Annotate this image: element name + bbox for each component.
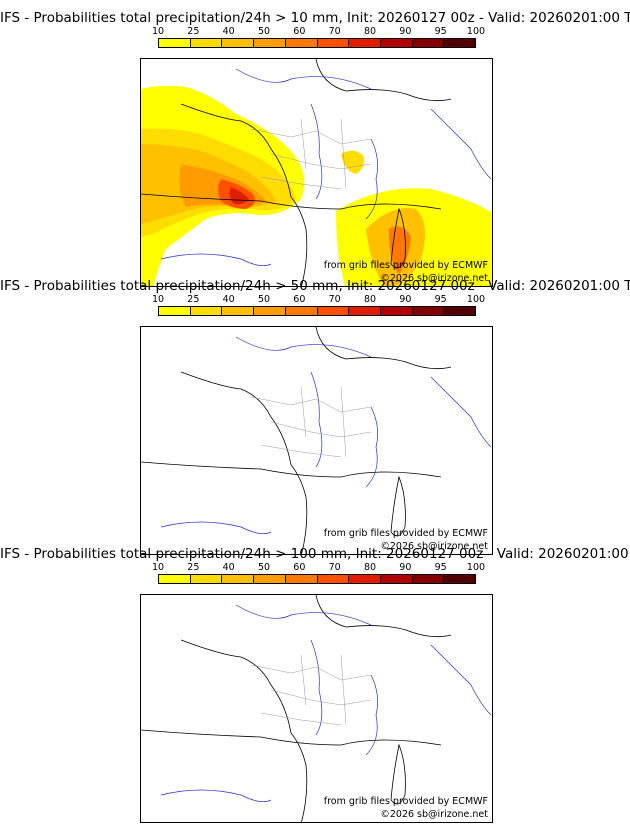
legend-tick-label: 40 [222,26,235,37]
color-swatch [380,307,413,315]
legend-tick-label: 25 [187,294,200,305]
base-map [141,327,492,554]
color-swatch [285,307,318,315]
color-swatch [380,575,413,583]
color-swatch [285,575,318,583]
color-swatch [412,575,445,583]
legend-tick-label: 60 [293,294,306,305]
legend-tick-label: 80 [363,562,377,573]
color-swatch [412,39,445,47]
legend-tick-label: 100 [466,26,486,37]
legend-tick-label: 100 [466,294,486,305]
legend-tick-label: 100 [466,562,486,573]
legend-tick-label: 95 [434,26,447,37]
legend-tick-label: 90 [399,562,412,573]
color-swatch [190,575,223,583]
panel-50mm: IFS - Probabilities total precipitation/… [0,278,630,555]
color-swatch [317,39,350,47]
legend-tick-label: 80 [363,294,377,305]
legend-tick-label: 95 [434,562,447,573]
source-credit: from grib files provided by ECMWF [323,528,488,539]
copyright-notice: ©2026 sb@irizone.net [380,273,488,284]
probability-map: from grib files provided by ECMWF ©2026 … [140,58,493,287]
probability-map: from grib files provided by ECMWF ©2026 … [140,594,493,823]
legend-tick-label: 10 [151,562,165,573]
color-swatch [254,307,286,315]
legend-tick-label: 70 [328,294,341,305]
legend-tick-label: 90 [399,26,412,37]
color-swatch [254,575,286,583]
color-swatch [444,575,476,583]
legend-tick-label: 70 [328,26,341,37]
color-swatch [222,575,255,583]
panel-title: IFS - Probabilities total precipitation/… [0,546,630,562]
precip-overlay [141,59,492,286]
legend-tick-label: 10 [151,26,165,37]
color-bar [158,306,476,316]
legend-tick-label: 50 [257,294,271,305]
legend-tick-label: 60 [293,562,306,573]
legend-tick-label: 50 [257,562,271,573]
color-swatch [159,307,191,315]
copyright-notice: ©2026 sb@irizone.net [380,809,488,820]
color-swatch [254,39,286,47]
color-swatch [159,39,191,47]
panel-10mm: IFS - Probabilities total precipitation/… [0,10,630,287]
color-swatch [349,575,381,583]
legend-tick-label: 95 [434,294,447,305]
color-swatch [222,307,255,315]
legend-tick-label: 40 [222,562,235,573]
color-bar [158,574,476,584]
color-swatch [190,307,223,315]
panel-100mm: IFS - Probabilities total precipitation/… [0,546,630,823]
copyright-notice: ©2026 sb@irizone.net [380,541,488,552]
legend-tick-label: 25 [187,562,200,573]
color-swatch [349,307,381,315]
probability-map: from grib files provided by ECMWF ©2026 … [140,326,493,555]
color-swatch [159,575,191,583]
color-swatch [444,307,476,315]
panel-title: IFS - Probabilities total precipitation/… [0,278,630,294]
legend-tick-label: 40 [222,294,235,305]
legend-tick-label: 50 [257,26,271,37]
color-scale-legend: 10 25 40 50 60 70 80 90 95 100 [152,562,485,587]
source-credit: from grib files provided by ECMWF [323,260,488,271]
base-map [141,595,492,822]
color-bar [158,38,476,48]
legend-tick-label: 90 [399,294,412,305]
color-swatch [349,39,381,47]
color-swatch [412,307,445,315]
color-scale-legend: 10 25 40 50 60 70 80 90 95 100 [152,294,485,319]
color-swatch [380,39,413,47]
color-swatch [444,39,476,47]
color-swatch [190,39,223,47]
panel-title: IFS - Probabilities total precipitation/… [0,10,630,26]
color-swatch [285,39,318,47]
color-swatch [317,575,350,583]
legend-tick-label: 25 [187,26,200,37]
legend-tick-label: 60 [293,26,306,37]
legend-tick-label: 80 [363,26,377,37]
color-swatch [317,307,350,315]
legend-tick-label: 10 [151,294,165,305]
source-credit: from grib files provided by ECMWF [323,796,488,807]
color-swatch [222,39,255,47]
color-scale-legend: 10 25 40 50 60 70 80 90 95 100 [152,26,485,51]
legend-tick-label: 70 [328,562,341,573]
